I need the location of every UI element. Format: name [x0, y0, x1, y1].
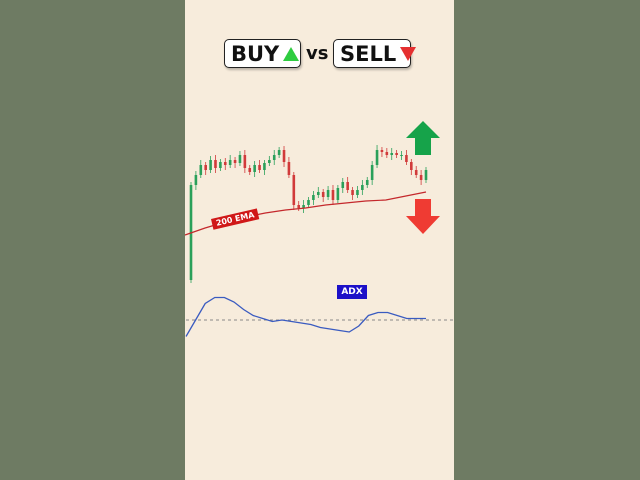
candle-body	[277, 150, 281, 155]
candle-body	[316, 192, 320, 195]
candle-body	[253, 165, 256, 172]
candle-body	[223, 162, 227, 165]
up-triangle-icon	[283, 46, 300, 61]
candle-body	[263, 163, 266, 170]
candle-body	[258, 165, 261, 170]
candle-body	[370, 165, 374, 180]
chart-panel	[185, 0, 454, 480]
candle-body	[341, 182, 345, 188]
candle-body	[209, 160, 212, 170]
candle-body	[356, 190, 359, 195]
candle-body	[307, 200, 310, 205]
red-down-arrow-icon	[406, 199, 440, 234]
candle-body	[410, 162, 413, 170]
candle-body	[214, 160, 217, 168]
candle-body	[297, 205, 301, 208]
candle-body	[331, 190, 335, 200]
candle-body	[419, 175, 423, 180]
candle-body	[219, 162, 222, 168]
candle-body	[380, 150, 384, 152]
adx-label: ADX	[337, 285, 367, 299]
down-triangle-icon	[400, 46, 417, 61]
candle-body	[282, 150, 286, 162]
candle-body	[326, 190, 330, 197]
candle-body	[400, 155, 403, 156]
candle-body	[243, 155, 247, 168]
candle-body	[199, 165, 203, 175]
candle-body	[414, 170, 418, 175]
candle-body	[395, 153, 398, 155]
candle-body	[312, 195, 315, 200]
candle-body	[194, 175, 198, 185]
candle-body	[228, 160, 232, 165]
candle-body	[375, 150, 379, 165]
candle-body	[424, 170, 428, 180]
candle-body	[351, 190, 354, 195]
candle-body	[233, 160, 237, 163]
candle-body	[268, 160, 271, 163]
candle-body	[346, 182, 349, 190]
candle-body	[336, 188, 340, 200]
candle-body	[204, 165, 207, 170]
buy-label: BUY	[231, 41, 280, 66]
sell-label: SELL	[340, 41, 397, 66]
candle-body	[238, 155, 242, 163]
sell-badge: SELL	[333, 39, 417, 68]
candle-body	[302, 205, 305, 208]
buy-badge: BUY	[224, 39, 301, 68]
candle-body	[272, 155, 276, 160]
candle-body	[248, 168, 252, 172]
ema-line	[184, 191, 427, 236]
vs-label: vs	[306, 43, 329, 64]
candle-body	[390, 153, 394, 155]
candle-body	[361, 185, 364, 190]
candle-body	[405, 155, 408, 162]
candle-body	[385, 152, 389, 155]
candle-body	[292, 175, 296, 205]
green-up-arrow-icon	[406, 121, 440, 155]
candle-body	[365, 180, 369, 185]
candle-body	[321, 192, 325, 197]
adx-line	[185, 296, 426, 337]
candle-body	[287, 162, 291, 175]
